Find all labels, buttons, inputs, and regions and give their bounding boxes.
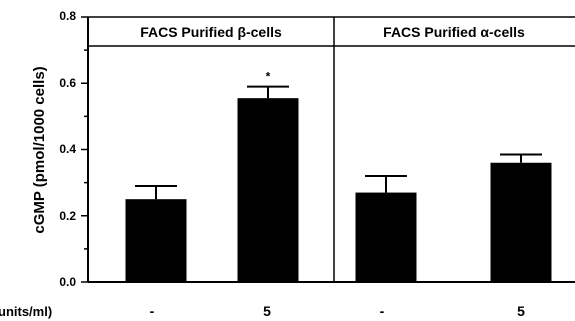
bar-0-0 bbox=[125, 199, 187, 282]
y-axis-label: cGMP (pmol/1000 cells) bbox=[31, 66, 48, 233]
y-tick-label-0: 0.0 bbox=[59, 275, 76, 289]
tick-label-alpha-treated: 5 bbox=[517, 303, 525, 319]
tick-label-beta-control: - bbox=[150, 303, 155, 319]
y-tick-label-1: 0.2 bbox=[59, 209, 76, 223]
panel-title-beta: FACS Purified β-cells bbox=[140, 24, 282, 40]
bar-0-1 bbox=[237, 98, 299, 282]
y-tick-label-4: 0.8 bbox=[59, 9, 76, 23]
y-tick-label-3: 0.6 bbox=[59, 76, 76, 90]
tick-label-beta-treated: 5 bbox=[263, 303, 271, 319]
y-tick-label-2: 0.4 bbox=[59, 142, 76, 156]
x-axis-label: units/ml) bbox=[0, 304, 52, 319]
bar-1-0 bbox=[355, 192, 417, 282]
panel-title-alpha: FACS Purified α-cells bbox=[383, 24, 525, 40]
tick-label-alpha-control: - bbox=[380, 303, 385, 319]
bar-1-1 bbox=[490, 162, 552, 282]
significance-marker: * bbox=[266, 70, 271, 84]
